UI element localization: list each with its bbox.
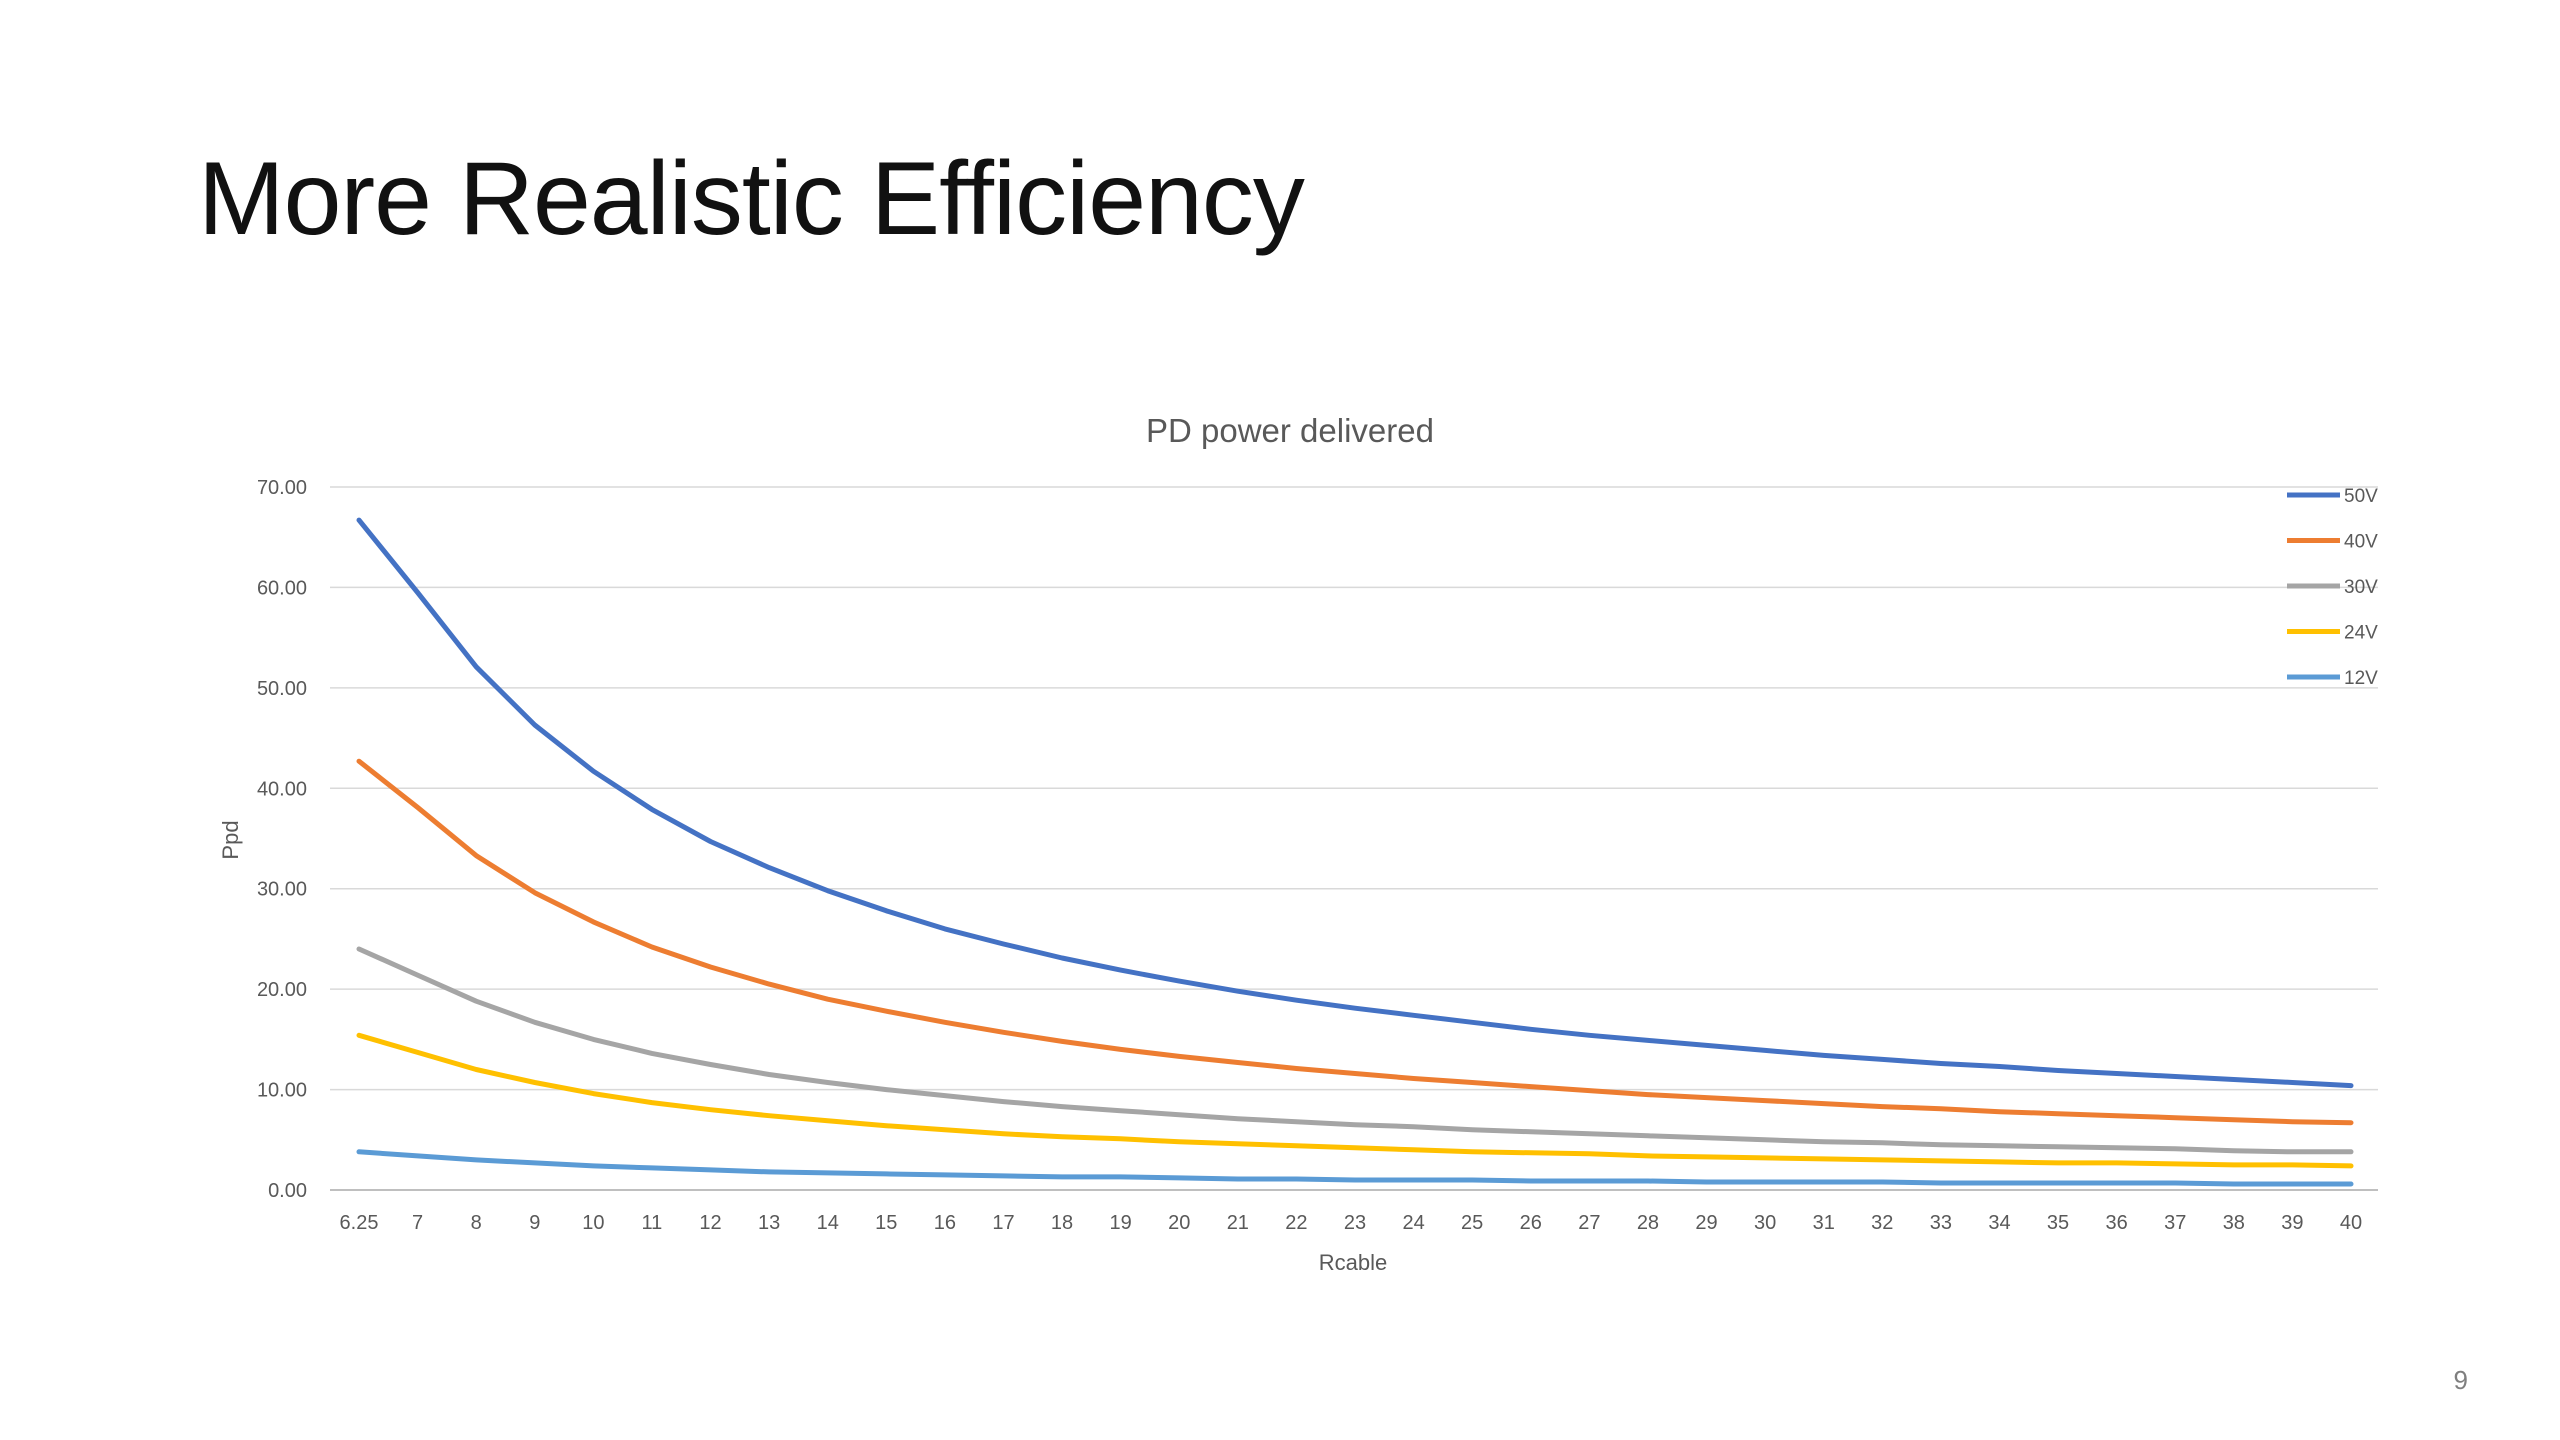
x-tick-label: 31 [1813,1212,1835,1234]
x-tick-label: 11 [642,1212,663,1234]
x-tick-label: 21 [1227,1212,1249,1234]
y-tick-label: 60.00 [257,577,307,599]
x-tick-label: 33 [1930,1212,1952,1234]
y-axis-ticks: 0.00 10.00 20.00 30.00 40.00 50.00 60.00 70.00 [257,477,307,1202]
x-tick-label: 30 [1754,1212,1776,1234]
x-tick-label: 19 [1110,1212,1132,1234]
x-tick-label: 18 [1051,1212,1073,1234]
y-tick-label: 70.00 [257,477,307,499]
series-line-12V [356,1149,2354,1187]
legend-item-50V: 50V [2287,486,2378,507]
series-line-40V [356,758,2354,1126]
legend-label: 50V [2344,486,2378,507]
y-tick-label: 30.00 [257,879,307,901]
legend-label: 24V [2344,623,2378,644]
series-line-24V [356,1032,2354,1169]
legend-label: 30V [2344,577,2378,598]
x-tick-label: 25 [1461,1212,1483,1234]
x-tick-label: 27 [1578,1212,1600,1234]
legend-label: 40V [2344,532,2378,553]
x-tick-label: 9 [529,1212,540,1234]
x-tick-label: 23 [1344,1212,1366,1234]
grid-lines [330,486,2378,1191]
y-tick-label: 10.00 [257,1080,307,1102]
x-tick-label: 40 [2340,1212,2362,1234]
x-tick-label: 7 [412,1212,423,1234]
y-tick-label: 50.00 [257,678,307,700]
legend-item-12V: 12V [2287,668,2378,689]
x-tick-label: 35 [2047,1212,2069,1234]
x-tick-label: 36 [2106,1212,2128,1234]
x-tick-label: 22 [1285,1212,1307,1234]
series-line-50V [356,517,2354,1089]
x-axis-ticks: 6.25 7 8 9 10 11 12 13 14 15 16 17 18 19 20 21 22 23 24 25 2… [340,1212,2363,1234]
x-tick-label: 39 [2281,1212,2303,1234]
x-tick-label: 29 [1695,1212,1717,1234]
x-tick-label: 12 [699,1212,721,1234]
x-tick-label: 38 [2223,1212,2245,1234]
chart-title: PD power delivered [1146,412,1434,449]
series-line-30V [356,946,2354,1155]
slide-title: More Realistic Efficiency [198,141,1305,257]
x-tick-label: 20 [1168,1212,1190,1234]
x-tick-label: 16 [934,1212,956,1234]
x-tick-label: 8 [471,1212,482,1234]
y-axis-label: Ppd [218,820,243,859]
x-axis-label: Rcable [1319,1250,1387,1275]
x-tick-label: 6.25 [340,1212,379,1234]
legend: 50V 40V 30V 24V 12V [2287,486,2378,689]
page-number: 9 [2453,1365,2468,1395]
x-tick-label: 14 [817,1212,839,1234]
x-tick-label: 10 [582,1212,604,1234]
x-tick-label: 37 [2164,1212,2186,1234]
series-lines [356,517,2354,1187]
x-tick-label: 24 [1402,1212,1424,1234]
legend-item-30V: 30V [2287,577,2378,598]
x-tick-label: 34 [1988,1212,2010,1234]
x-tick-label: 13 [758,1212,780,1234]
x-tick-label: 26 [1520,1212,1542,1234]
legend-item-24V: 24V [2287,623,2378,644]
x-tick-label: 17 [992,1212,1014,1234]
y-tick-label: 0.00 [268,1180,307,1202]
x-tick-label: 32 [1871,1212,1893,1234]
y-tick-label: 20.00 [257,979,307,1001]
y-tick-label: 40.00 [257,778,307,800]
x-tick-label: 15 [875,1212,897,1234]
legend-item-40V: 40V [2287,532,2378,553]
legend-label: 12V [2344,668,2378,689]
x-tick-label: 28 [1637,1212,1659,1234]
